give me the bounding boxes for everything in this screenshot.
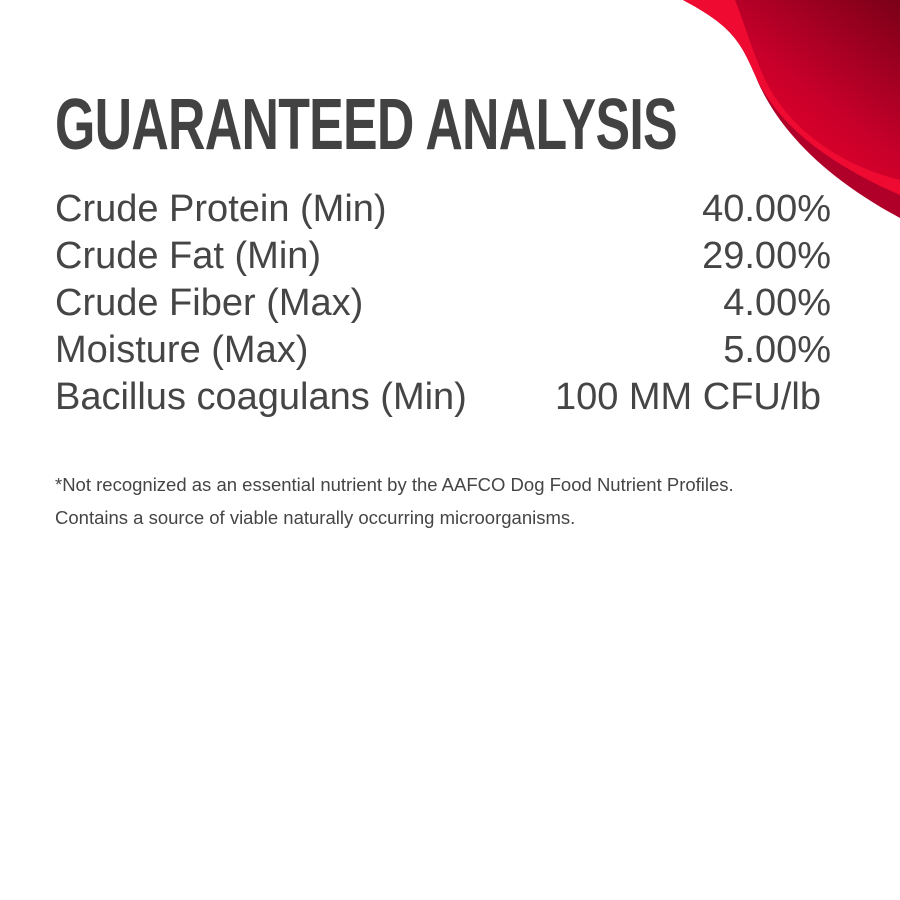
page-title: GUARANTEED ANALYSIS	[55, 85, 678, 165]
analysis-row: Crude Protein (Min) 40.00%	[55, 186, 831, 233]
nutrient-label: Moisture (Max)	[55, 329, 309, 371]
footnotes: *Not recognized as an essential nutrient…	[55, 468, 734, 534]
analysis-table: Crude Protein (Min) 40.00% Crude Fat (Min…	[55, 186, 831, 421]
analysis-row: Crude Fiber (Max) 4.00%	[55, 280, 831, 327]
nutrient-label: Crude Fiber (Max)	[55, 282, 364, 324]
nutrient-value: 5.00%	[723, 329, 831, 371]
decorative-red-swoosh	[683, 0, 900, 218]
nutrient-label: Crude Fat (Min)	[55, 235, 322, 277]
footnote: Contains a source of viable naturally oc…	[55, 507, 576, 528]
nutrient-value: 4.00%	[723, 282, 831, 324]
nutrient-value: 29.00%	[702, 235, 831, 277]
nutrient-value: 40.00%	[702, 188, 831, 230]
footnote: *Not recognized as an essential nutrient…	[55, 474, 734, 495]
nutrient-label: Bacillus coagulans (Min)	[55, 376, 467, 418]
nutrient-label: Crude Protein (Min)	[55, 188, 387, 230]
analysis-row: Moisture (Max) 5.00%	[55, 327, 831, 374]
analysis-row: Crude Fat (Min) 29.00%	[55, 233, 831, 280]
nutrient-value: 100 MM CFU/lb	[554, 376, 821, 418]
analysis-row: Bacillus coagulans (Min) 100 MM CFU/lb	[55, 374, 831, 421]
